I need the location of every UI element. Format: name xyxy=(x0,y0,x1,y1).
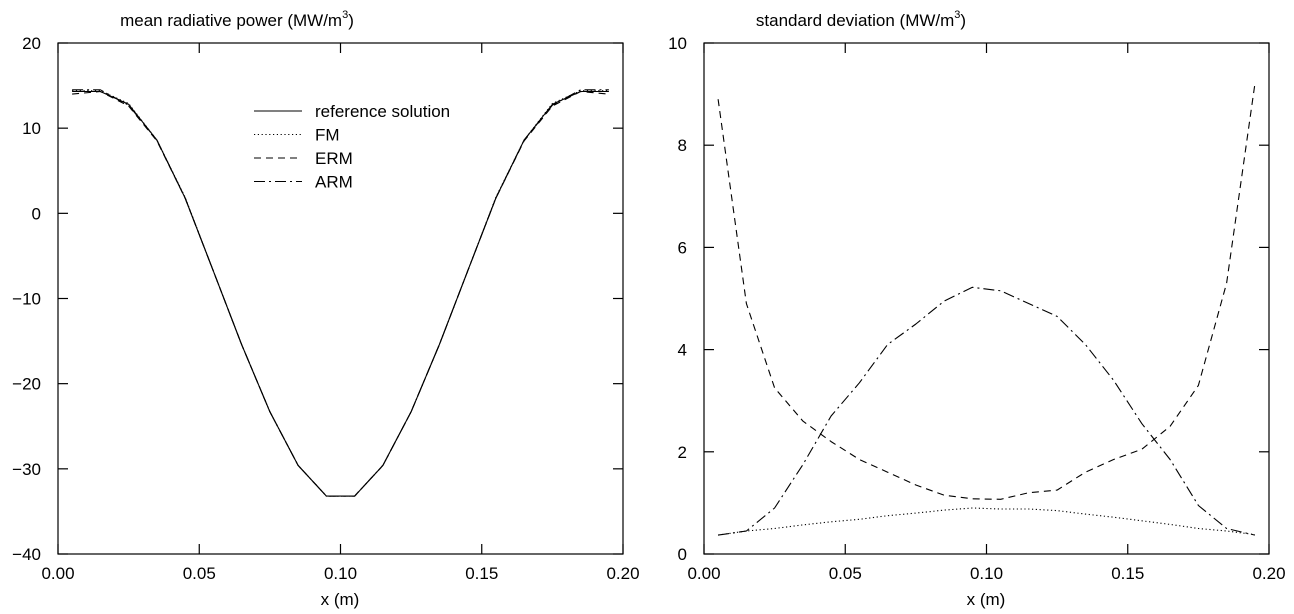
x-tick-label: 0.15 xyxy=(1111,564,1144,583)
y-axis: 0 2 4 6 8 10 xyxy=(668,34,1269,564)
chart-title: standard deviation (MW/m3) xyxy=(756,9,966,30)
series-line-dotted xyxy=(718,507,1255,536)
y-tick-label: 10 xyxy=(668,34,687,53)
standard-deviation-chart: standard deviation (MW/m3) 0.00 0.05 0.10 0… xyxy=(668,9,1285,609)
series-group xyxy=(717,83,1256,536)
legend-label: reference solution xyxy=(315,102,450,121)
y-tick-label: 6 xyxy=(678,238,687,257)
x-tick-label: 0.20 xyxy=(1252,564,1285,583)
series-line-dashed xyxy=(717,83,1256,500)
x-tick-label: 0.20 xyxy=(606,564,639,583)
chart-title: mean radiative power (MW/m3) xyxy=(120,9,354,30)
legend-label: ARM xyxy=(315,173,353,192)
x-tick-label: 0.00 xyxy=(687,564,720,583)
x-tick-label: 0.10 xyxy=(970,564,1003,583)
legend: reference solution FM ERM ARM xyxy=(254,102,450,192)
legend-label: FM xyxy=(315,126,340,145)
y-tick-label: 2 xyxy=(678,443,687,462)
x-axis: 0.00 0.05 0.10 0.15 0.20 xyxy=(687,43,1286,583)
x-axis-label: x (m) xyxy=(967,590,1006,609)
y-tick-label: −30 xyxy=(12,460,41,479)
y-tick-label: 4 xyxy=(678,341,687,360)
legend-label: ERM xyxy=(315,149,353,168)
plot-frame xyxy=(703,42,1270,555)
x-tick-label: 0.15 xyxy=(465,564,498,583)
y-tick-label: 0 xyxy=(32,204,41,223)
y-tick-label: −40 xyxy=(12,545,41,564)
y-tick-label: −10 xyxy=(12,290,41,309)
series-line-dashed xyxy=(72,90,609,497)
x-tick-label: 0.05 xyxy=(829,564,862,583)
x-axis-label: x (m) xyxy=(321,590,360,609)
x-axis: 0.00 0.05 0.10 0.15 0.20 xyxy=(41,43,640,583)
mean-power-chart: mean radiative power (MW/m3) 0.00 0.05 0.1… xyxy=(12,9,639,609)
y-tick-label: 10 xyxy=(22,119,41,138)
x-tick-label: 0.10 xyxy=(324,564,357,583)
series-group xyxy=(72,89,609,497)
y-tick-label: 8 xyxy=(678,136,687,155)
y-tick-label: 0 xyxy=(678,545,687,564)
x-tick-label: 0.00 xyxy=(41,564,74,583)
y-tick-label: −20 xyxy=(12,375,41,394)
series-line-dashdot xyxy=(718,286,1256,536)
y-axis: −40 −30 −20 −10 0 10 20 xyxy=(12,34,623,564)
y-tick-label: 20 xyxy=(22,34,41,53)
x-tick-label: 0.05 xyxy=(183,564,216,583)
